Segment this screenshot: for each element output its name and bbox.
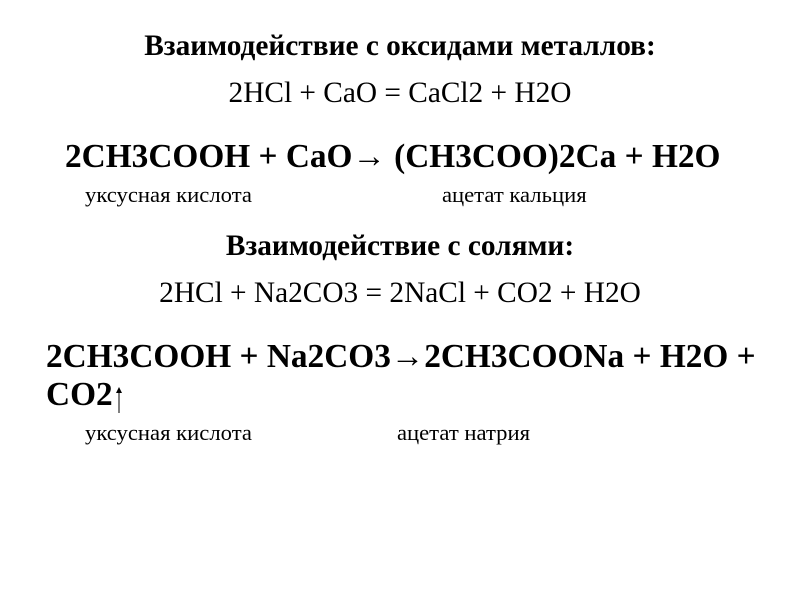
equation-organic-salt: 2СН3СООН + Na2CO3→2CH3COONa + H2O + CO2 [40,338,760,414]
equation-inorganic-oxide: 2HCl + CaO = CaCl2 + H2O [40,77,760,110]
caption-reactant-oxide: уксусная кислота [40,182,252,208]
caption-product-salt: ацетат натрия [252,420,530,446]
equation-organic-oxide: 2СН3СООН + СаО→ (СН3СОО)2Са + Н2О [40,138,760,176]
caption-row-salt: уксусная кислота ацетат натрия [40,420,760,446]
equation-organic-salt-text: 2СН3СООН + Na2CO3→2CH3COONa + H2O + CO2 [46,338,756,413]
heading-salts: Взаимодействие с солями: [40,230,760,263]
caption-reactant-salt: уксусная кислота [40,420,252,446]
caption-product-oxide: ацетат кальция [252,182,587,208]
heading-oxides: Взаимодействие с оксидами металлов: [40,30,760,63]
gas-up-arrow-icon [115,387,123,413]
equation-inorganic-salt: 2HCl + Na2CO3 = 2NaCl + CO2 + H2O [40,277,760,310]
caption-row-oxide: уксусная кислота ацетат кальция [40,182,760,208]
